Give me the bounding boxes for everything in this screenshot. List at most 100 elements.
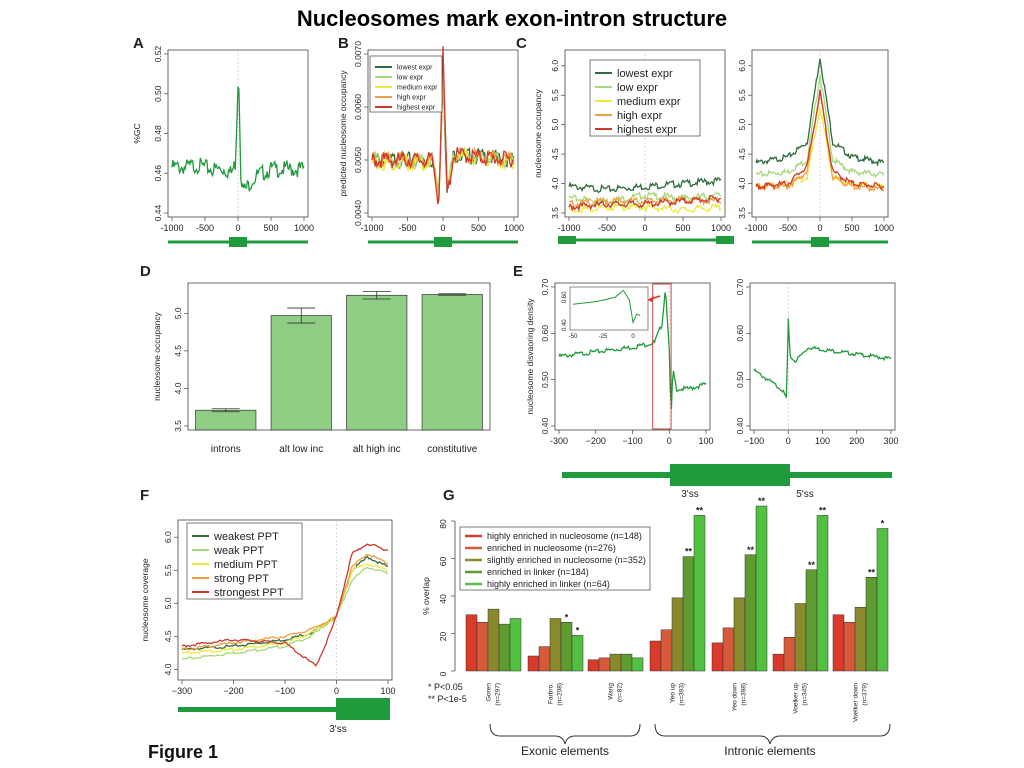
legend-c-entry: lowest expr bbox=[617, 68, 673, 80]
series-line-c-left-4 bbox=[568, 194, 722, 212]
inset-x-tick-label-e: 0 bbox=[631, 334, 635, 340]
category-n-label-g-0: (n=297) bbox=[495, 683, 502, 706]
gene-diagram-a-exon-block bbox=[229, 237, 247, 247]
gene-diagram-c-right-exon-block bbox=[811, 237, 829, 247]
legend-f-entry: strong PPT bbox=[214, 573, 269, 585]
y-tick-label-b: 0.0050 bbox=[353, 147, 363, 173]
x-tick-label-a: -500 bbox=[196, 223, 214, 233]
y-tick-label-b: 0.0040 bbox=[353, 200, 363, 226]
bar-d-2 bbox=[346, 294, 408, 431]
y-tick-label-c-right: 6.0 bbox=[737, 60, 747, 72]
figure-label: Figure 1 bbox=[148, 742, 219, 762]
y-tick-label-e-left: 0.50 bbox=[540, 371, 550, 388]
series-line-c-right-0 bbox=[755, 58, 885, 168]
bar-g-4-0 bbox=[711, 642, 724, 672]
bar-g-6-4 bbox=[876, 528, 889, 672]
significance-mark-g: ** bbox=[696, 505, 704, 515]
y-tick-label-e-left: 0.40 bbox=[540, 417, 550, 434]
y-tick-label-c-right: 5.0 bbox=[737, 118, 747, 130]
significance-mark-g: ** bbox=[685, 547, 693, 557]
x-tick-label-e-left: -300 bbox=[550, 436, 568, 446]
legend-b-entry: lowest expr bbox=[397, 64, 433, 71]
bar-g-0-3 bbox=[498, 623, 511, 672]
series-line-c-left-2 bbox=[568, 201, 722, 215]
x-tick-label-e-right: 0 bbox=[786, 436, 791, 446]
y-tick-label-c-left: 6.0 bbox=[550, 60, 560, 72]
ss-label-f: 3'ss bbox=[329, 724, 346, 735]
x-tick-label-f: 0 bbox=[334, 686, 339, 696]
series-line-f-4 bbox=[181, 543, 389, 667]
bar-d-0 bbox=[195, 409, 257, 431]
x-tick-label-b: -1000 bbox=[360, 223, 383, 233]
y-tick-label-g: 0 bbox=[438, 671, 448, 676]
x-tick-label-c-left: -1000 bbox=[557, 223, 580, 233]
series-line-e-left-0 bbox=[558, 292, 707, 409]
category-label-g-0: Goren bbox=[486, 683, 493, 701]
series-line-e-right-0 bbox=[753, 318, 892, 400]
bar-g-5-4 bbox=[816, 515, 829, 672]
x-tick-label-a: 0 bbox=[235, 223, 240, 233]
y-tick-label-c-right: 4.0 bbox=[737, 177, 747, 189]
category-n-label-g-6: (n=379) bbox=[862, 683, 869, 706]
y-axis-label-f: nucleosome coverage bbox=[140, 558, 150, 641]
gene-diagram-c-left-exon-start bbox=[558, 236, 576, 244]
bracket-exonic bbox=[489, 723, 641, 745]
bar-g-3-2 bbox=[671, 597, 684, 672]
inset-y-tick-label-e: 0.60 bbox=[562, 291, 568, 303]
panel-label-g: G bbox=[443, 487, 455, 504]
category-n-label-g-4: (n=398) bbox=[741, 683, 748, 706]
panel-label-a: A bbox=[133, 35, 144, 52]
bar-g-2-0 bbox=[587, 659, 600, 672]
category-n-label-g-5: (n=345) bbox=[802, 683, 809, 706]
legend-g-entry: slightly enriched in nucleosome (n=352) bbox=[487, 555, 646, 565]
x-tick-label-c-right: 500 bbox=[844, 223, 859, 233]
y-tick-label-a: 0.48 bbox=[153, 125, 163, 142]
y-tick-label-a: 0.46 bbox=[153, 165, 163, 182]
y-axis-label-e-left: nucleosome disvaoring density bbox=[525, 298, 535, 415]
x-tick-label-a: 500 bbox=[263, 223, 278, 233]
legend-g-entry: highly enriched in linker (n=64) bbox=[487, 579, 610, 589]
x-tick-label-b: 1000 bbox=[504, 223, 524, 233]
gene-diagram-c-left-intron-line bbox=[576, 238, 716, 242]
bar-g-6-3 bbox=[865, 577, 878, 672]
y-tick-label-c-left: 4.5 bbox=[550, 148, 560, 160]
bar-g-0-0 bbox=[465, 614, 478, 672]
inset-x-tick-label-e: -25 bbox=[599, 334, 608, 340]
y-tick-label-e-left: 0.60 bbox=[540, 325, 550, 342]
series-line-c-right-1 bbox=[755, 74, 885, 178]
x-tick-label-f: 100 bbox=[380, 686, 395, 696]
inset-y-tick-label-e: 0.40 bbox=[562, 319, 568, 331]
bar-g-4-3 bbox=[744, 554, 757, 672]
gene-diagram-f-intron-line bbox=[178, 707, 338, 712]
series-line-c-left-3 bbox=[568, 195, 722, 208]
legend-f-entry: strongest PPT bbox=[214, 587, 284, 599]
y-axis-label-b: predicted nucleosome occupancy bbox=[338, 70, 348, 197]
category-label-g-3: Yeo up bbox=[670, 683, 677, 703]
x-tick-label-e-left: 100 bbox=[698, 436, 713, 446]
x-tick-label-c-right: 1000 bbox=[874, 223, 894, 233]
bar-g-6-2 bbox=[854, 607, 867, 672]
panel-label-f: F bbox=[140, 487, 149, 504]
bar-g-3-4 bbox=[693, 515, 706, 672]
y-tick-label-a: 0.44 bbox=[153, 204, 163, 221]
x-tick-label-b: 0 bbox=[440, 223, 445, 233]
ss-label-e-right: 5'ss bbox=[796, 489, 813, 500]
y-tick-label-a: 0.52 bbox=[153, 45, 163, 62]
significance-mark-g: ** bbox=[819, 505, 827, 515]
x-tick-label-f: −100 bbox=[275, 686, 295, 696]
x-tick-label-c-left: -500 bbox=[598, 223, 616, 233]
significance-mark-g: ** bbox=[758, 496, 766, 506]
panel-label-d: D bbox=[140, 263, 151, 280]
category-label-g-2: Wang bbox=[608, 683, 615, 700]
arrow-head-e bbox=[648, 296, 654, 302]
legend-b-box bbox=[369, 55, 443, 113]
bar-d-3 bbox=[421, 294, 483, 431]
legend-g-entry: highly enriched in nucleosome (n=148) bbox=[487, 531, 642, 541]
y-axis-label-d: nucleosome occupancy bbox=[152, 311, 162, 401]
category-label-g-5: Voelker up bbox=[793, 683, 800, 714]
significance-mark-g: ** bbox=[808, 560, 816, 570]
category-n-label-g-2: (n=82) bbox=[617, 683, 624, 702]
inset-x-tick-label-e: -50 bbox=[569, 334, 578, 340]
category-n-label-g-1: (n=208) bbox=[557, 683, 564, 706]
